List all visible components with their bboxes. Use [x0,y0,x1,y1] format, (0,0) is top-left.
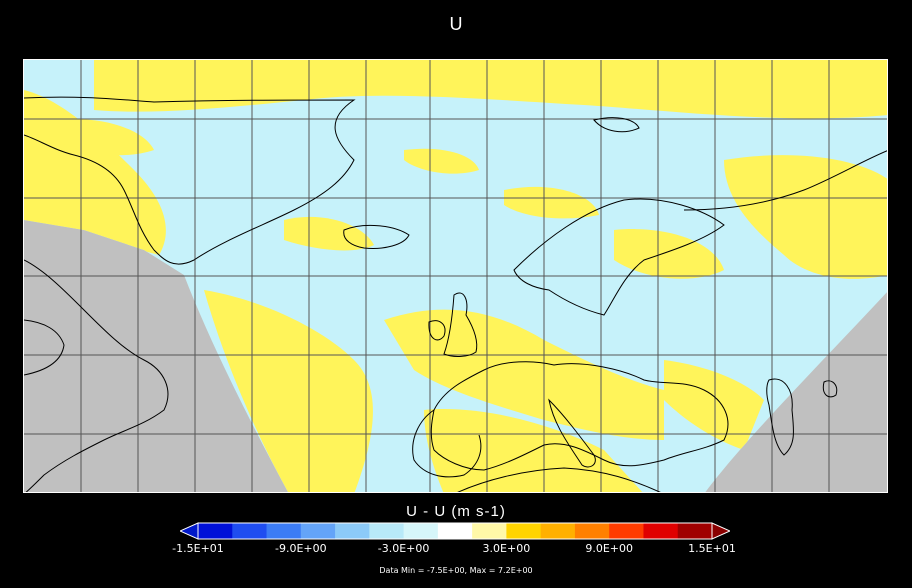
colorbar-bin [300,523,336,539]
uk-coast [443,292,478,357]
iberia-coast [412,409,482,478]
colorbar-bin [266,523,302,539]
colorbar-bin [472,523,507,539]
data-min-max-text: Data Min = -7.5E+00, Max = 7.2E+00 [379,566,533,575]
colorbar-tick-label: 9.0E+00 [585,542,634,555]
colorbar-bin [677,523,713,539]
colorbar-title: U - U (m s-1) [406,503,506,520]
colorbar-bin [369,523,405,539]
colorbar-bin [335,523,370,539]
colorbar-bin [506,523,542,539]
colorbar-tick-label: 1.5E+01 [688,542,736,555]
caspian-coast [766,378,795,456]
positive-difference-regions [24,60,887,492]
italy-coast [548,398,596,468]
colorbar-bin [232,523,268,539]
colorbar-bin [540,523,576,539]
iceland-coast [343,225,410,249]
colorbar-bin [574,523,610,539]
colorbar-under-triangle [180,522,199,540]
colorbar-bin [198,523,233,539]
colorbar-over-triangle [711,522,730,540]
north-africa-coast [457,467,661,492]
plot-title: U [449,14,463,34]
colorbar-tick-label: -3.0E+00 [377,542,430,555]
coastlines [24,96,887,492]
map-canvas [24,60,887,492]
north-america-coast [24,259,169,492]
colorbar-bin [437,523,473,539]
map-panel [23,59,888,493]
svalbard-coast [593,117,640,133]
colorbar-tick-label: 3.0E+00 [482,542,531,555]
aral-coast [822,380,838,398]
hudson-coast [24,319,65,376]
colorbar-tick-label: -1.5E+01 [172,542,224,555]
siberia-coast [683,150,887,211]
colorbar-bin [643,523,679,539]
scandinavia-coast [513,198,725,316]
colorbar [180,522,730,540]
colorbar-bin [609,523,644,539]
europe-coast [430,361,729,471]
colorbar-bin [403,523,439,539]
greenland-coast [24,96,356,265]
ireland-coast [428,320,446,341]
colorbar-tick-label: -9.0E+00 [274,542,327,555]
graticule [24,60,887,492]
